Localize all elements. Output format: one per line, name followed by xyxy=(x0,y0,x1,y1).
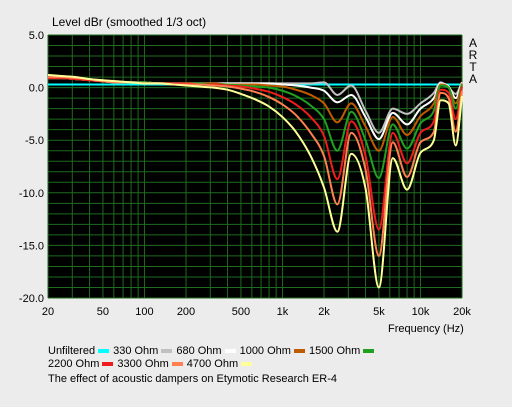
legend: Unfiltered 330 Ohm 680 Ohm 1000 Ohm 1500 Ohm… xyxy=(48,345,508,371)
y-tick-label: -20.0 xyxy=(19,293,44,305)
frequency-response-chart: 20 50 100 200 500 1k 2k 5k 10k 20k 5.0 0.0 -5.0 -10.… xyxy=(19,30,471,318)
arta-letter: A xyxy=(468,36,477,50)
legend-swatch xyxy=(161,349,173,354)
x-tick-label: 1k xyxy=(277,306,289,318)
legend-swatch xyxy=(102,362,114,367)
legend-label: 1500 Ohm xyxy=(308,345,361,357)
x-tick-label: 200 xyxy=(177,306,195,318)
arta-letter: T xyxy=(469,60,477,74)
legend-label: 4700 Ohm xyxy=(186,358,239,370)
x-tick-label: 100 xyxy=(135,306,153,318)
arta-letter: A xyxy=(468,72,477,86)
legend-entry: 4700 Ohm xyxy=(187,358,255,371)
legend-label: 2200 Ohm xyxy=(48,358,100,370)
x-tick-label: 10k xyxy=(412,306,430,318)
legend-entry: 1500 Ohm xyxy=(309,345,377,358)
x-tick-label: 5k xyxy=(373,306,385,318)
chart-title: Level dBr (smoothed 1/3 oct) xyxy=(52,15,207,29)
series-layer xyxy=(47,73,463,289)
x-tick-label: 500 xyxy=(232,306,250,318)
legend-label: 330 Ohm xyxy=(113,345,159,357)
arta-letter: R xyxy=(468,48,478,62)
x-tick-label: 20k xyxy=(453,306,471,318)
legend-swatch xyxy=(224,349,236,354)
legend-entry: 1000 Ohm xyxy=(240,345,308,358)
chart-caption: The effect of acoustic dampers on Etymot… xyxy=(48,373,337,385)
legend-entry: 3300 Ohm xyxy=(117,358,185,371)
y-tick-label: -10.0 xyxy=(19,188,44,200)
y-tick-label: 5.0 xyxy=(29,30,44,42)
series-line xyxy=(47,73,463,289)
plot-area xyxy=(48,35,462,298)
y-tick-label: 0.0 xyxy=(29,83,44,95)
legend-swatch xyxy=(363,349,375,354)
legend-row: 2200 Ohm 3300 Ohm 4700 Ohm xyxy=(48,358,508,371)
legend-label: 680 Ohm xyxy=(176,345,222,357)
legend-swatch xyxy=(98,349,110,354)
x-axis-ticks: 20 50 100 200 500 1k 2k 5k 10k 20k xyxy=(42,306,471,318)
x-tick-label: 20 xyxy=(42,306,54,318)
legend-swatch xyxy=(241,362,253,367)
legend-label: Unfiltered xyxy=(48,345,96,357)
legend-row: Unfiltered 330 Ohm 680 Ohm 1000 Ohm 1500 Ohm xyxy=(48,345,508,358)
legend-label: 3300 Ohm xyxy=(117,358,169,370)
legend-label: 1000 Ohm xyxy=(239,345,291,357)
legend-entry: 330 Ohm xyxy=(113,345,175,358)
y-tick-label: -15.0 xyxy=(19,240,44,252)
legend-entry: Unfiltered xyxy=(48,345,112,358)
arta-watermark: A R T A xyxy=(468,37,478,85)
y-tick-label: -5.0 xyxy=(25,135,44,147)
x-tick-label: 2k xyxy=(318,306,330,318)
legend-entry: 680 Ohm xyxy=(176,345,238,358)
legend-swatch xyxy=(293,349,305,354)
legend-swatch xyxy=(171,362,183,367)
legend-entry: 2200 Ohm xyxy=(48,358,116,371)
y-axis-ticks: 5.0 0.0 -5.0 -10.0 -15.0 -20.0 xyxy=(19,30,44,305)
x-tick-label: 50 xyxy=(97,306,109,318)
x-axis-label: Frequency (Hz) xyxy=(388,323,464,335)
